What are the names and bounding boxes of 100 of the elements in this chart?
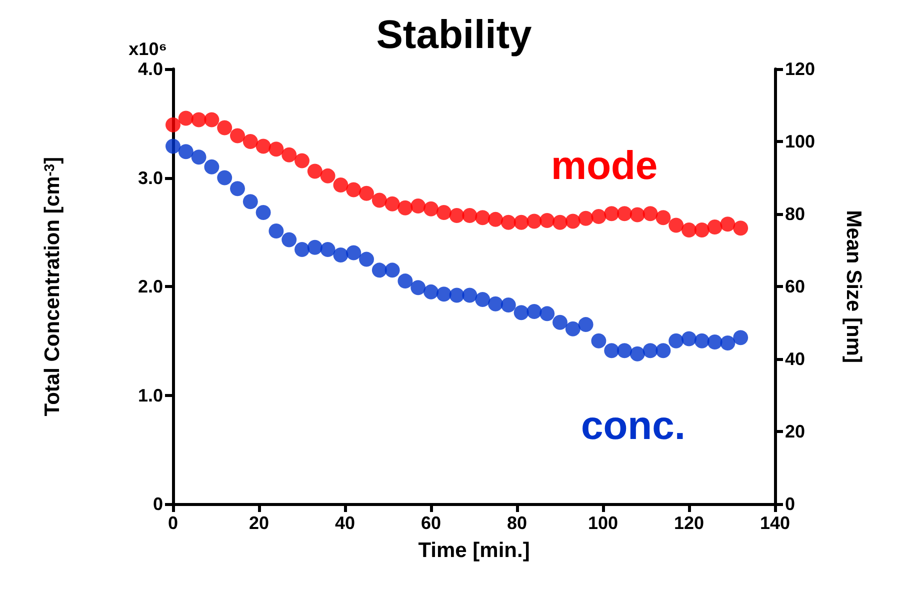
point [398,274,413,289]
point [384,196,400,212]
point [682,222,696,238]
series-label: conc. [581,404,686,448]
x-axis-title: Time [min.] [418,539,530,562]
y-tick-label: 4.0 [138,59,163,79]
point [449,208,464,223]
point [333,247,348,262]
point [230,181,245,196]
y2-tick-label: 100 [785,132,816,152]
point [617,343,632,358]
point [668,218,684,233]
point [282,147,297,162]
point [398,200,413,216]
point [242,134,258,149]
point [682,331,696,346]
point [526,214,542,229]
point [268,224,284,239]
point [462,208,478,223]
y-tick-label: 0 [152,494,163,514]
point [359,252,374,267]
point [514,214,529,230]
point [320,168,336,184]
point [320,242,336,258]
y-axis-title: Total Concentration [cm-3] [41,156,64,416]
y2-tick-label: 120 [785,59,816,79]
point [256,138,271,154]
point [514,305,529,320]
point [372,192,387,208]
point [410,198,426,214]
y-tick-label: 2.0 [138,276,163,296]
point [204,159,220,174]
point [372,262,387,278]
point [166,138,180,154]
point [642,206,658,222]
point [630,207,645,222]
point [604,206,620,222]
point [488,212,503,227]
y2-tick-label: 60 [785,276,806,296]
point [475,292,490,308]
x-tick-label: 140 [760,513,790,533]
point [256,205,271,220]
point [410,280,426,296]
point [578,210,594,226]
point [307,164,322,179]
point [294,242,310,258]
x-tick-label: 20 [248,513,270,533]
point [359,186,374,201]
point [733,220,748,236]
point [268,142,284,157]
point [656,343,671,358]
point [217,170,232,186]
point [462,288,478,303]
point [552,314,568,330]
point [282,232,297,248]
point [178,110,194,126]
point [178,144,194,160]
x-tick-label: 80 [506,513,528,533]
point [191,112,206,128]
point [591,333,606,348]
point [707,220,722,235]
series-label: mode [551,144,658,188]
point [565,321,580,336]
point [526,304,542,320]
point [720,336,736,351]
point [204,112,220,128]
point [488,296,503,312]
point [591,209,606,224]
y2-tick-label: 20 [785,422,806,442]
point [694,333,710,348]
point [384,262,400,278]
point [424,284,438,300]
y2-tick-label: 40 [785,349,806,369]
point [449,288,464,303]
text: x10⁶ [128,39,167,59]
chart-title: Stability [376,13,533,57]
x-tick-label: 0 [168,513,178,533]
x-tick-label: 120 [674,513,704,533]
point [500,297,516,312]
point [166,117,180,132]
point [500,214,516,230]
point [604,343,620,358]
point [217,120,232,136]
point [565,214,580,229]
point [630,346,645,362]
point [656,210,671,226]
y2-tick-label: 0 [785,494,796,514]
x-tick-label: 60 [420,513,442,533]
point [578,317,594,332]
point [436,205,452,220]
point [720,216,736,232]
point [733,330,748,346]
point [230,128,245,144]
y2-axis-title: Mean Size [nm] [842,210,865,363]
x-tick-label: 40 [334,513,356,533]
point [475,210,490,226]
point [191,150,206,165]
point [242,194,258,210]
y-tick-label: 3.0 [138,168,163,188]
point [540,213,555,228]
